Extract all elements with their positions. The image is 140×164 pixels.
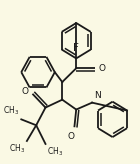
Text: CH$_3$: CH$_3$ <box>3 105 19 117</box>
Text: N: N <box>94 91 101 100</box>
Text: F: F <box>73 43 79 53</box>
Text: O: O <box>22 87 29 96</box>
Text: CH$_3$: CH$_3$ <box>47 146 64 158</box>
Text: CH$_3$: CH$_3$ <box>9 143 25 155</box>
Text: O: O <box>67 132 74 141</box>
Text: O: O <box>99 64 106 73</box>
